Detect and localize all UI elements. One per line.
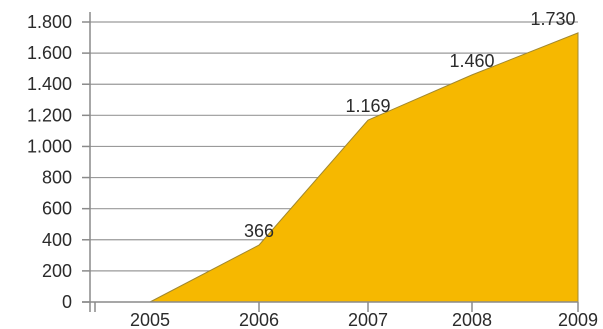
grid-lines [90, 21, 578, 272]
y-tick-label-7: 1.400 [27, 74, 72, 94]
y-tick-label-1: 200 [42, 261, 72, 281]
y-tick-label-3: 600 [42, 199, 72, 219]
series-area [149, 32, 579, 303]
x-tick-label-2006: 2006 [239, 310, 279, 329]
y-tick-label-8: 1.600 [27, 43, 72, 63]
x-tick-label-2007: 2007 [348, 310, 388, 329]
data-label-2006: 366 [244, 221, 274, 241]
y-tick-label-9: 1.800 [27, 12, 72, 32]
y-tick-label-5: 1.000 [27, 136, 72, 156]
x-tick-label-2005: 2005 [130, 310, 170, 329]
x-tick-label-2009: 2009 [558, 310, 598, 329]
labels: 2005 2006 2007 2008 2009 366 1.169 1.460 1.730 [130, 9, 598, 329]
y-tick-label-4: 800 [42, 168, 72, 188]
data-label-2007: 1.169 [345, 96, 390, 116]
y-tick-label-6: 1.200 [27, 105, 72, 125]
series-area-fill [149, 32, 579, 303]
x-tick-label-2008: 2008 [452, 310, 492, 329]
data-label-2009: 1.730 [530, 9, 575, 29]
axes: 0 200 400 600 800 1.000 1.200 1.400 1.600 1.800 [27, 12, 579, 312]
y-tick-label-0: 0 [62, 292, 72, 312]
y-tick-label-2: 400 [42, 230, 72, 250]
data-label-2008: 1.460 [449, 51, 494, 71]
